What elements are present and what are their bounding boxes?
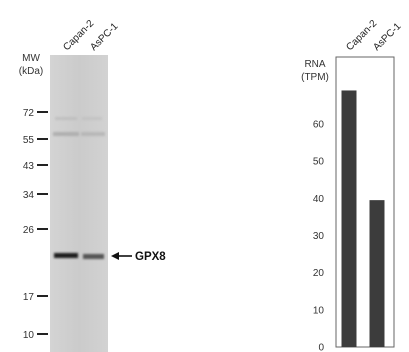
marker-10: 10 xyxy=(23,330,48,341)
arrow-head-icon xyxy=(111,252,119,260)
y-ticks: 0 10 20 30 40 50 60 xyxy=(313,119,325,352)
y-tick-label: 60 xyxy=(313,119,325,130)
kda-label: (kDa) xyxy=(19,66,43,77)
marker-label: 17 xyxy=(23,292,35,303)
marker-34: 34 xyxy=(23,190,48,201)
y-tick-label: 10 xyxy=(313,305,325,316)
marker-17: 17 xyxy=(23,292,48,303)
western-blot-panel: MW (kDa) Capan-2 AsPC-1 72 55 43 34 xyxy=(19,18,166,352)
marker-label: 72 xyxy=(23,108,35,119)
blot-membrane xyxy=(50,55,108,352)
band-annotation: GPX8 xyxy=(111,251,166,263)
band-label: GPX8 xyxy=(135,251,166,263)
blot-band-capan2 xyxy=(54,253,78,258)
y-tick-label: 40 xyxy=(313,194,325,205)
marker-55: 55 xyxy=(23,135,48,146)
blot-faint-band xyxy=(53,132,79,136)
marker-72: 72 xyxy=(23,108,48,119)
marker-label: 26 xyxy=(23,225,35,236)
marker-43: 43 xyxy=(23,161,48,172)
marker-26: 26 xyxy=(23,225,48,236)
marker-label: 43 xyxy=(23,161,35,172)
y-tick-label: 30 xyxy=(313,231,325,242)
y-axis-label-line1: RNA xyxy=(304,59,325,70)
marker-label: 55 xyxy=(23,135,35,146)
y-axis-label-line2: (TPM) xyxy=(301,72,329,83)
marker-label: 10 xyxy=(23,330,35,341)
blot-faint-band xyxy=(82,117,102,120)
plot-frame xyxy=(335,56,395,348)
marker-label: 34 xyxy=(23,190,35,201)
bar-capan-2 xyxy=(341,90,357,347)
y-tick-label: 50 xyxy=(313,157,325,168)
blot-band-aspc1 xyxy=(83,254,104,259)
bar-aspc-1 xyxy=(369,200,385,347)
blot-faint-band xyxy=(55,117,77,120)
bars xyxy=(341,90,385,347)
y-tick-label: 0 xyxy=(318,343,324,352)
mw-label: MW xyxy=(22,53,40,64)
blot-faint-band xyxy=(81,132,105,136)
y-tick-label: 20 xyxy=(313,268,325,279)
